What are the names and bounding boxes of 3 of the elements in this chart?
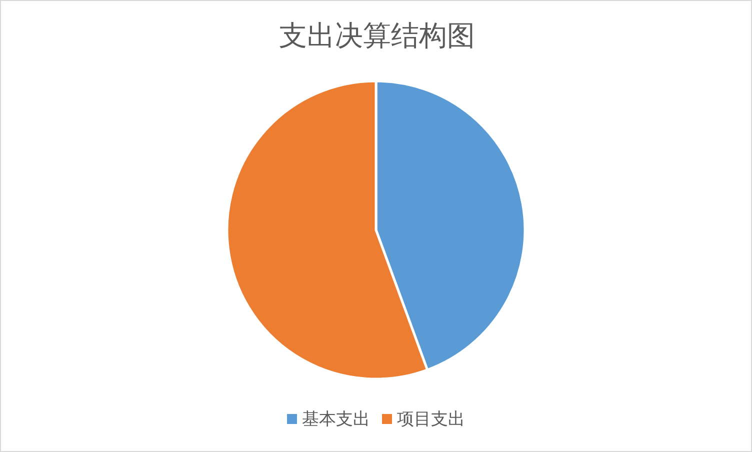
legend-label: 基本支出 xyxy=(302,410,370,430)
legend-label: 项目支出 xyxy=(397,410,465,430)
title: 支出决算结构图 xyxy=(279,19,475,52)
